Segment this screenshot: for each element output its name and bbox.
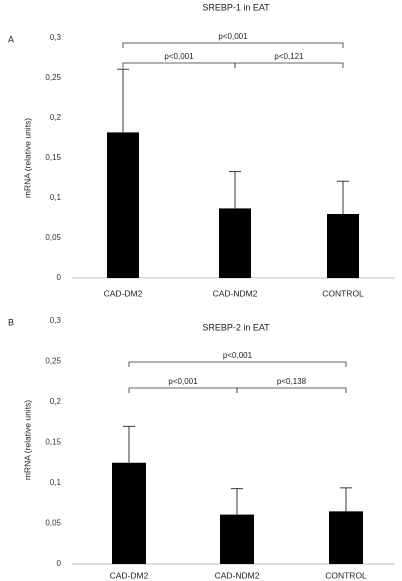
panel-a-bracket-0-1-label: p<0,001 [164, 52, 194, 61]
panel-b-ytick-label: 0,25 [45, 357, 61, 366]
panel-b-bracket-1-2-label: p<0,138 [277, 377, 307, 386]
panel-a-bracket-0-2 [122, 42, 344, 48]
panel-a-title: SREBP-1 in EAT [202, 2, 270, 12]
panel-a-ytick-label: 0,3 [50, 33, 62, 42]
panel-a-bracket-0-1 [122, 62, 236, 68]
panel-b-ytick-label: 0,05 [45, 519, 61, 528]
panel-b-bar-cad-dm2 [112, 462, 146, 564]
panel-a-category-label: CAD-NDM2 [213, 288, 258, 298]
panel-b-bracket-1-2 [236, 387, 347, 393]
panel-a-bracket-1-2 [234, 62, 344, 68]
panel-b-ytick-label: 0,1 [50, 478, 62, 487]
panel-a-ytick-label: 0,25 [45, 73, 61, 82]
panel-a-bar-cad-dm2 [107, 132, 139, 278]
panel-a-category-label: CAD-DM2 [104, 288, 143, 298]
panel-b-bracket-0-1 [128, 387, 238, 393]
panel-a-ytick-label: 0,2 [50, 113, 62, 122]
panel-b-ytick-label: 0,3 [50, 316, 62, 325]
panel-b-ytick-label: 0,15 [45, 438, 61, 447]
panel-b-category-label: CONTROL [325, 570, 367, 580]
panel-a-category-label: CONTROL [322, 288, 364, 298]
panel-a-bracket-1-2-label: p<0,121 [274, 52, 304, 61]
panel-b-category-label: CAD-DM2 [110, 570, 149, 580]
panel-a-ytick-label: 0,15 [45, 153, 61, 162]
panel-b-bar-control [329, 511, 363, 564]
panel-b-label: B [8, 317, 14, 327]
panel-a-bar-cad-ndm2 [219, 208, 251, 278]
panel-b-bar-cad-ndm2 [220, 514, 254, 564]
panel-b-ytick-label: 0 [57, 559, 62, 568]
panel-b-bracket-0-1-label: p<0,001 [168, 377, 198, 386]
panel-a-label: A [8, 34, 14, 44]
panel-a-ytick-label: 0,05 [45, 233, 61, 242]
panel-b-ytick-label: 0,2 [50, 397, 62, 406]
panel-b-category-label: CAD-NDM2 [215, 570, 260, 580]
panel-a-ytick-label: 0,1 [50, 193, 62, 202]
panel-a-ylabel: mRNA (relative units) [22, 118, 32, 198]
panel-b-title: SREBP-2 in EAT [202, 322, 270, 332]
panel-b-bracket-0-2 [128, 361, 347, 367]
panel-a-bar-control [327, 214, 359, 278]
panel-b-ylabel: mRNA (relative units) [22, 400, 32, 480]
panel-b-bracket-0-2-label: p<0,001 [223, 351, 253, 360]
panel-a-bracket-0-2-label: p<0,001 [218, 32, 248, 41]
panel-a-ytick-label: 0 [57, 273, 62, 282]
